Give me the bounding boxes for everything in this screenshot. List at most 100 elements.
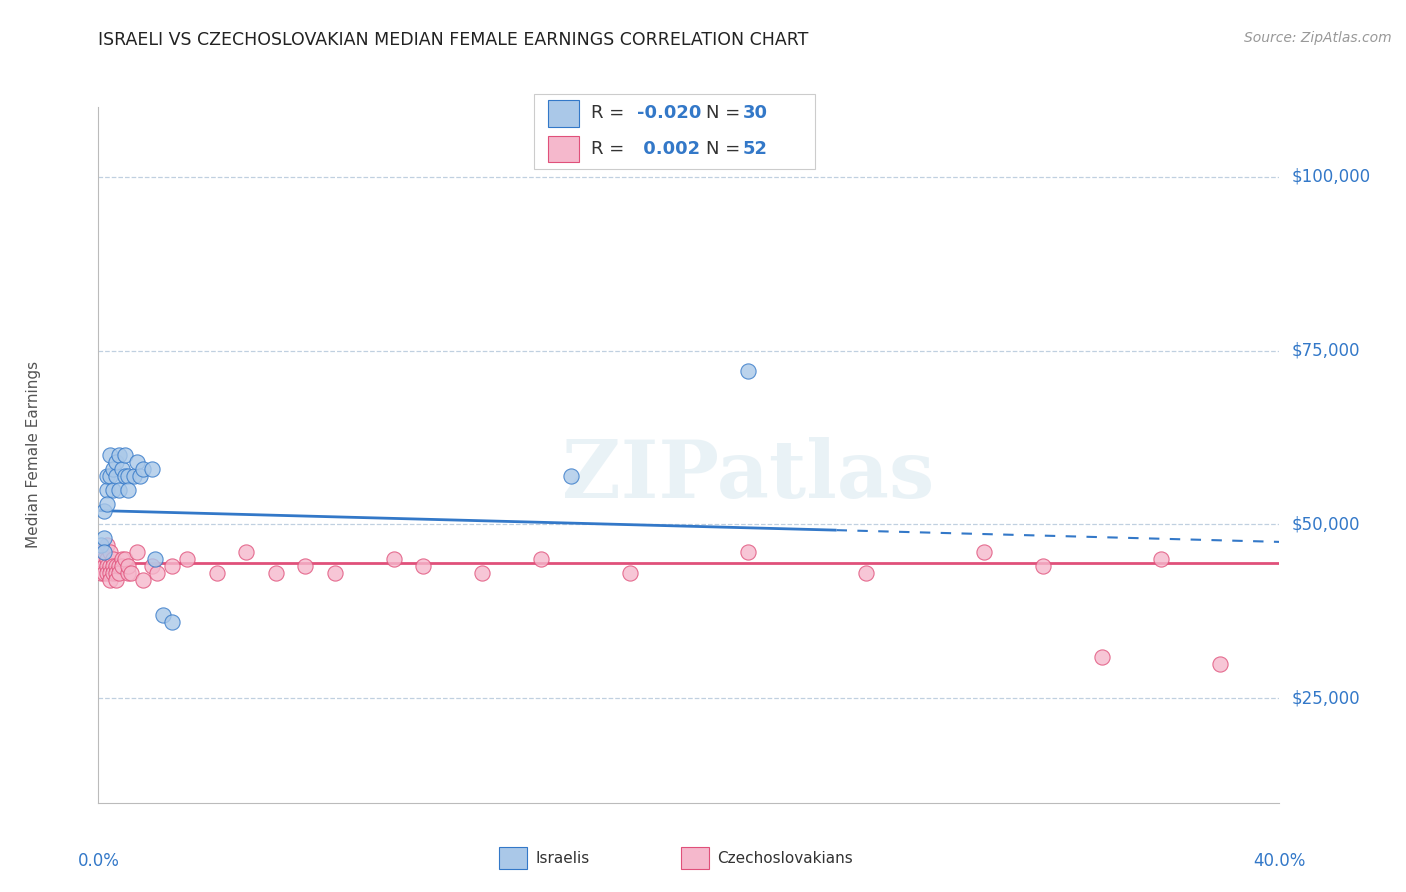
Text: 30: 30 [742, 104, 768, 122]
Text: R =: R = [591, 140, 630, 158]
Point [117, 483, 139, 497]
Point [125, 545, 148, 559]
Text: Czechoslovakians: Czechoslovakians [717, 851, 853, 865]
Text: N =: N = [706, 104, 745, 122]
Point [737, 364, 759, 378]
Point [382, 552, 405, 566]
Text: $50,000: $50,000 [1291, 516, 1360, 533]
Point [103, 462, 125, 476]
Point [93, 532, 115, 546]
Point [105, 468, 128, 483]
Text: ZIPatlas: ZIPatlas [562, 437, 934, 515]
Point [114, 552, 136, 566]
Point [93, 545, 115, 559]
Text: $100,000: $100,000 [1291, 168, 1371, 186]
Point [205, 566, 228, 581]
Point [108, 483, 131, 497]
Point [122, 468, 145, 483]
Point [117, 566, 139, 581]
Point [114, 448, 136, 462]
Point [98, 573, 121, 587]
Point [111, 552, 134, 566]
Point [141, 559, 163, 574]
Point [412, 559, 434, 574]
Point [93, 552, 115, 566]
Text: 40.0%: 40.0% [1253, 852, 1306, 870]
Point [105, 455, 128, 469]
Point [98, 545, 121, 559]
Point [132, 573, 155, 587]
Point [141, 462, 163, 476]
Point [108, 559, 131, 574]
Point [90, 545, 112, 559]
Point [111, 559, 134, 574]
Text: -0.020: -0.020 [637, 104, 702, 122]
Point [323, 566, 346, 581]
Point [162, 559, 183, 574]
Text: $25,000: $25,000 [1291, 690, 1360, 707]
Point [117, 559, 139, 574]
Point [143, 552, 166, 566]
Text: $75,000: $75,000 [1291, 342, 1360, 359]
Point [560, 468, 582, 483]
Point [1209, 657, 1232, 671]
Text: N =: N = [706, 140, 745, 158]
Point [264, 566, 287, 581]
Point [111, 462, 134, 476]
Point [108, 448, 131, 462]
Point [737, 545, 759, 559]
Text: Source: ZipAtlas.com: Source: ZipAtlas.com [1244, 31, 1392, 45]
Point [96, 552, 118, 566]
Point [530, 552, 553, 566]
Point [294, 559, 316, 574]
Point [132, 462, 155, 476]
Point [96, 468, 118, 483]
Text: Median Female Earnings: Median Female Earnings [25, 361, 41, 549]
Point [117, 468, 139, 483]
Point [114, 468, 136, 483]
Point [619, 566, 641, 581]
Text: Israelis: Israelis [536, 851, 591, 865]
Point [96, 566, 118, 581]
Point [93, 503, 115, 517]
Point [103, 559, 125, 574]
Point [90, 566, 112, 581]
Text: 52: 52 [742, 140, 768, 158]
Point [471, 566, 494, 581]
Text: 0.0%: 0.0% [77, 852, 120, 870]
Point [103, 566, 125, 581]
Point [162, 615, 183, 629]
Point [973, 545, 995, 559]
Point [93, 566, 115, 581]
Point [120, 566, 142, 581]
Point [176, 552, 198, 566]
Point [98, 448, 121, 462]
Point [96, 538, 118, 552]
Point [96, 559, 118, 574]
Point [96, 497, 118, 511]
Point [146, 566, 169, 581]
Text: R =: R = [591, 104, 630, 122]
Point [103, 552, 125, 566]
Point [108, 566, 131, 581]
Point [90, 538, 112, 552]
Point [93, 545, 115, 559]
Point [1150, 552, 1173, 566]
Point [855, 566, 877, 581]
Text: ISRAELI VS CZECHOSLOVAKIAN MEDIAN FEMALE EARNINGS CORRELATION CHART: ISRAELI VS CZECHOSLOVAKIAN MEDIAN FEMALE… [98, 31, 808, 49]
Point [125, 455, 148, 469]
Point [96, 483, 118, 497]
Point [128, 468, 150, 483]
Point [98, 468, 121, 483]
Point [90, 552, 112, 566]
Point [103, 483, 125, 497]
Point [105, 559, 128, 574]
Point [1032, 559, 1054, 574]
Point [105, 566, 128, 581]
Point [235, 545, 257, 559]
Point [105, 573, 128, 587]
Point [152, 607, 174, 622]
Point [93, 559, 115, 574]
Point [1091, 649, 1114, 664]
Point [98, 559, 121, 574]
